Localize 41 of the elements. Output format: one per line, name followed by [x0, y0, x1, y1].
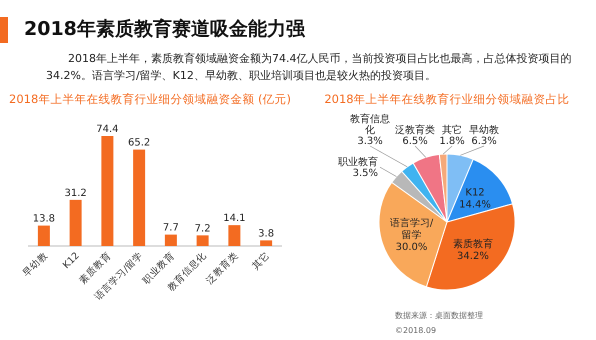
data-label: 6.5%	[402, 136, 428, 147]
data-label: 1.8%	[439, 136, 465, 147]
data-label: 6.3%	[471, 136, 497, 147]
bar	[70, 200, 82, 246]
bar	[196, 235, 209, 246]
bar	[164, 234, 177, 246]
bar	[228, 225, 240, 246]
data-label: 34.2%	[457, 250, 489, 262]
slice-label: 早幼教	[469, 124, 500, 136]
x-tick-label: 早幼教	[20, 250, 50, 280]
text: ©2018.09	[395, 326, 436, 335]
slice-label: 职业教育	[338, 156, 378, 168]
slice-label: 语言学习/留学	[390, 216, 434, 241]
bar	[133, 150, 146, 246]
data-label: 3.3%	[357, 136, 383, 147]
bar	[101, 136, 114, 246]
source-note: 数据来源：桌面数据整理	[395, 311, 483, 320]
slice-label: 泛教育类	[395, 124, 436, 136]
slice-label: K12	[465, 187, 485, 198]
data-label: 3.8	[258, 228, 274, 240]
bar	[38, 226, 50, 246]
text: 2018年上半年，素质教育领域融资金额为74.4亿人民币，当前投资项目占比也最高，占总体投资项目的34.2%。语言学习/留学、K12、早幼教、职业培训项目也是较火热的投资项目。	[46, 51, 572, 84]
text: 2018年素质教育赛道吸金能力强	[24, 17, 305, 42]
data-label: 65.2	[128, 138, 150, 149]
chart-title: 2018年上半年在线教育行业细分领域融资金额 (亿元)	[9, 92, 291, 106]
chart-title: 2018年上半年在线教育行业细分领域融资占比	[324, 92, 570, 106]
slice-label: 素质教育	[452, 238, 493, 250]
bar	[260, 240, 272, 246]
data-label: 14.4%	[459, 199, 491, 210]
data-label: 7.7	[162, 222, 179, 234]
data-label: 7.2	[194, 223, 211, 234]
data-label: 13.8	[32, 214, 56, 225]
data-label: 30.0%	[396, 242, 428, 253]
data-label: 31.2	[64, 188, 87, 199]
x-tick-label: K12	[61, 250, 82, 272]
slice-label: 教育信息化	[350, 113, 390, 136]
data-label: 3.5%	[352, 168, 378, 180]
data-label: 14.1	[223, 213, 246, 224]
data-label: 74.4	[96, 124, 119, 135]
x-tick-label: 其它	[250, 250, 272, 272]
slice-label: 其它	[442, 124, 462, 136]
